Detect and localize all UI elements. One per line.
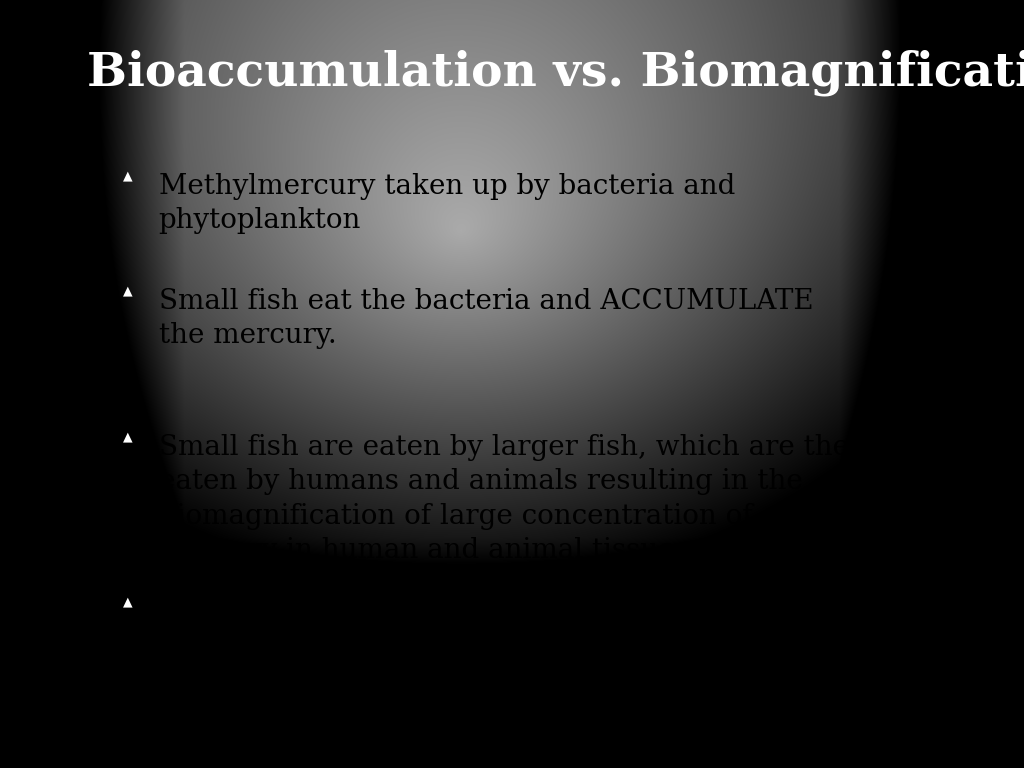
Text: ▲: ▲ (123, 169, 133, 182)
Text: ▲: ▲ (123, 430, 133, 443)
Text: Methylmercury taken up by bacteria and
phytoplankton: Methylmercury taken up by bacteria and p… (159, 173, 735, 234)
Text: Small fish are eaten by larger fish, which are then
eaten by humans and animals : Small fish are eaten by larger fish, whi… (159, 434, 866, 564)
Text: ▲: ▲ (123, 595, 133, 608)
Text: ▲: ▲ (123, 284, 133, 297)
Text: The more fat-like a substance, the more likely it is
to bioacculumate in organis: The more fat-like a substance, the more … (159, 599, 865, 660)
Text: Small fish eat the bacteria and ACCUMULATE
the mercury.: Small fish eat the bacteria and ACCUMULA… (159, 288, 813, 349)
Text: Bioaccumulation vs. Biomagnification: Bioaccumulation vs. Biomagnification (87, 50, 1024, 97)
